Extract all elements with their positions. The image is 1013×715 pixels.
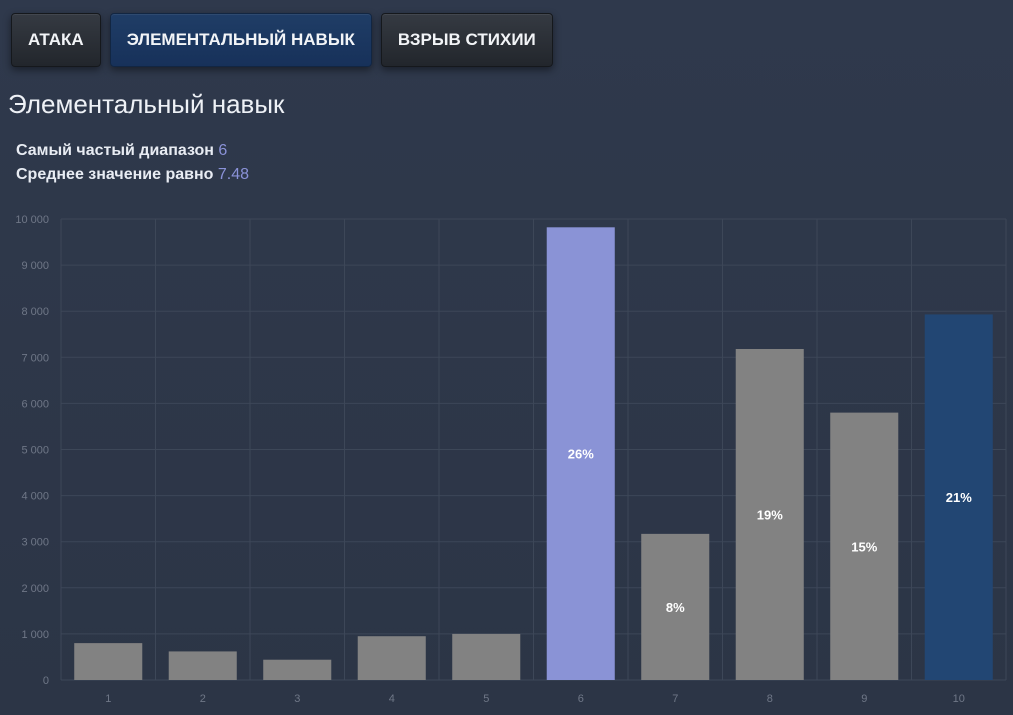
tab-attack[interactable]: АТАКА	[11, 13, 101, 67]
bar-data-label: 26%	[568, 447, 594, 462]
y-tick-label: 8 000	[21, 306, 49, 318]
bar	[452, 633, 521, 680]
bar	[546, 227, 615, 680]
x-tick-label: 1	[105, 693, 111, 705]
bar	[641, 533, 710, 680]
mode-stat: Самый частый диапазон 6	[16, 139, 249, 163]
mean-value: 7.48	[217, 166, 249, 183]
y-tick-label: 5 000	[21, 445, 49, 457]
bar	[735, 349, 804, 680]
y-tick-label: 1 000	[21, 629, 49, 641]
bar	[168, 651, 237, 680]
y-tick-label: 3 000	[21, 537, 49, 549]
y-tick-label: 4 000	[21, 491, 49, 503]
bar-data-label: 15%	[851, 539, 877, 554]
x-tick-label: 5	[483, 693, 489, 705]
bar-data-label: 19%	[757, 508, 783, 523]
bar	[74, 643, 143, 680]
tab-bar: АТАКА ЭЛЕМЕНТАЛЬНЫЙ НАВЫК ВЗРЫВ СТИХИИ	[11, 13, 553, 67]
y-tick-label: 9 000	[21, 260, 49, 272]
mean-stat: Среднее значение равно 7.48	[16, 163, 249, 187]
bar	[830, 412, 899, 680]
bar-data-label: 21%	[946, 490, 972, 505]
tab-elemental-burst[interactable]: ВЗРЫВ СТИХИИ	[380, 13, 553, 67]
x-tick-label: 3	[294, 693, 300, 705]
bar	[924, 314, 993, 680]
bar-data-label: 8%	[666, 600, 685, 615]
x-tick-label: 10	[953, 693, 965, 705]
page-title: Элементальный навык	[8, 89, 285, 119]
x-tick-label: 2	[200, 693, 206, 705]
x-tick-label: 8	[767, 693, 773, 705]
tab-elemental-skill[interactable]: ЭЛЕМЕНТАЛЬНЫЙ НАВЫК	[109, 13, 372, 67]
mode-value: 6	[218, 142, 228, 159]
mode-label: Самый частый диапазон	[16, 142, 214, 159]
x-tick-label: 6	[578, 693, 584, 705]
y-tick-label: 10 000	[15, 214, 49, 226]
x-tick-label: 4	[389, 693, 395, 705]
y-tick-label: 7 000	[21, 352, 49, 364]
y-tick-label: 6 000	[21, 398, 49, 410]
mean-label: Среднее значение равно	[16, 166, 214, 183]
stats-block: Самый частый диапазон 6 Среднее значение…	[16, 139, 249, 187]
bar	[357, 636, 426, 680]
y-tick-label: 0	[43, 675, 49, 687]
bar	[263, 659, 332, 680]
x-tick-label: 7	[672, 693, 678, 705]
x-tick-label: 9	[861, 693, 867, 705]
histogram-chart: 0 1 000 2 000 3 000 4 000 5 000 6 000 7 000 8 00…	[15, 214, 1007, 705]
y-tick-label: 2 000	[21, 583, 49, 595]
